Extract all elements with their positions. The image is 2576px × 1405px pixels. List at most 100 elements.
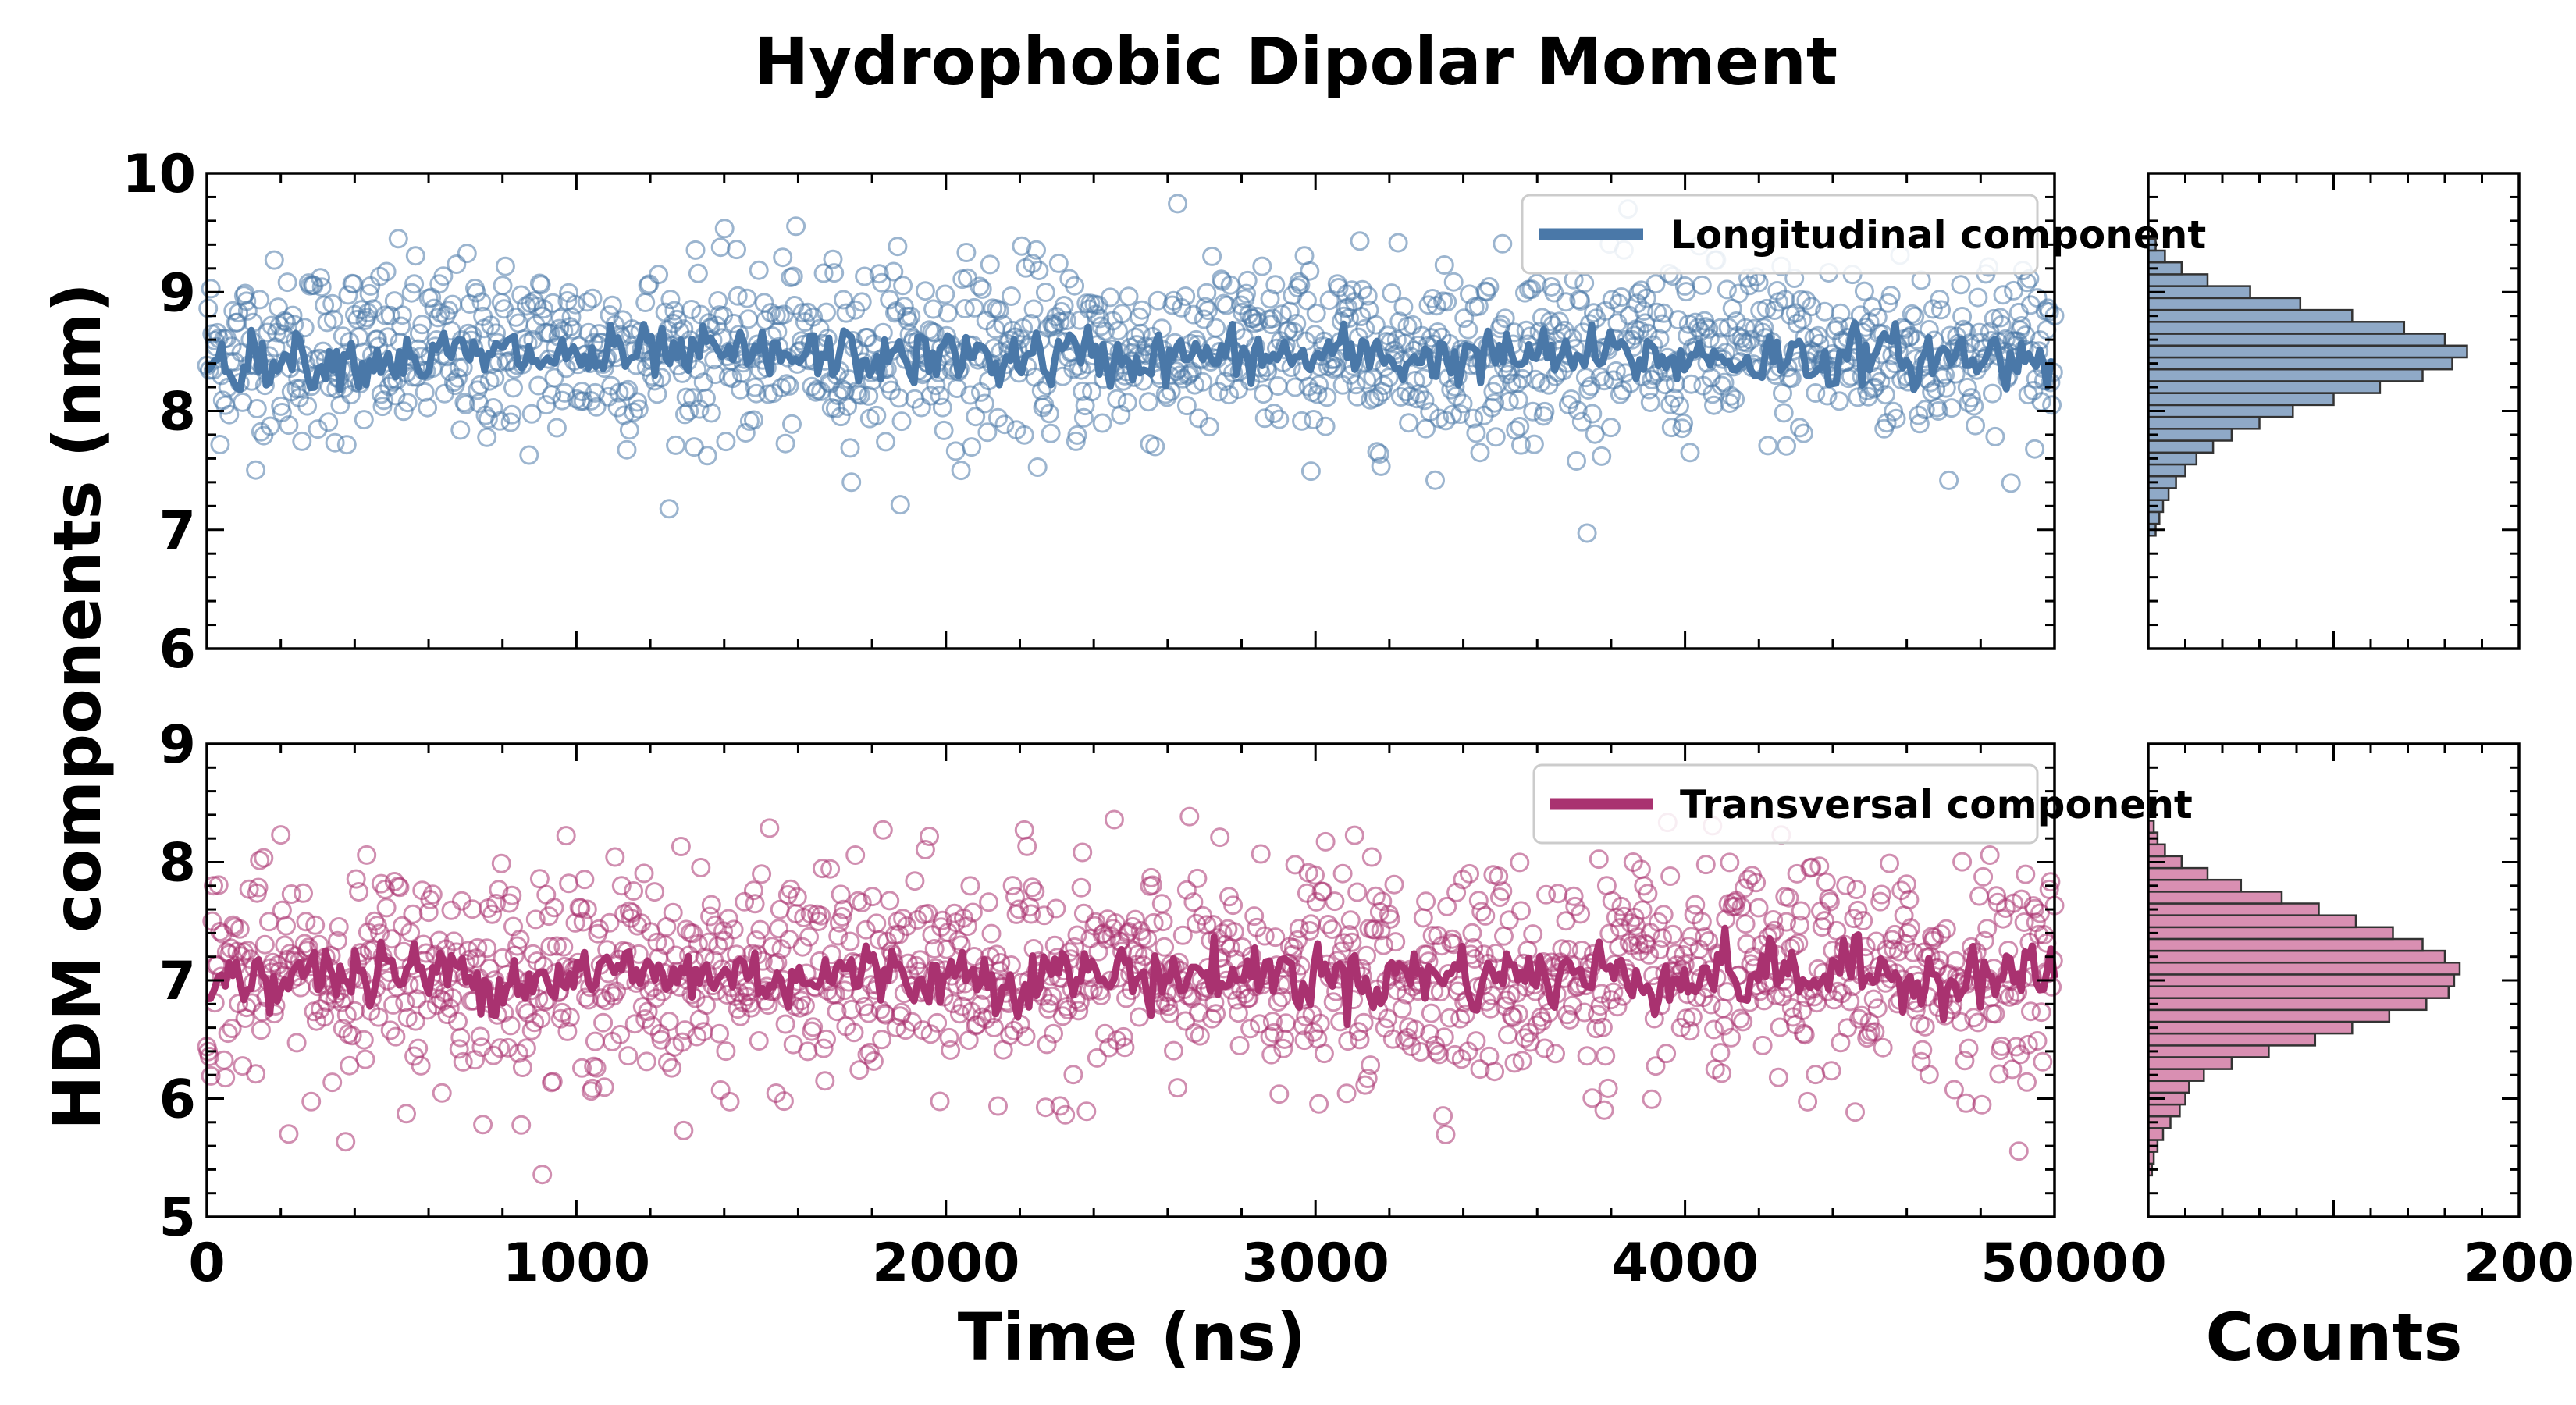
scatter-point — [311, 268, 330, 288]
bottom-axis-ticks: 0 1000 2000 3000 4000 5000 5 6 7 8 9 — [159, 714, 2129, 1294]
scatter-point — [477, 938, 497, 959]
scatter-point — [1939, 470, 1959, 490]
scatter-point — [201, 1065, 221, 1086]
bottom-histogram-panel: 0 200 — [2129, 742, 2574, 1294]
scatter-point — [628, 392, 648, 412]
scatter-point — [728, 286, 748, 306]
scatter-point — [1845, 1102, 1865, 1122]
scatter-point — [1877, 939, 1897, 959]
scatter-point — [2027, 1031, 2048, 1051]
histogram-bar — [2147, 428, 2233, 442]
scatter-point — [457, 244, 477, 264]
histogram-bar — [2147, 843, 2166, 858]
scatter-point — [1069, 1001, 1089, 1021]
scatter-point — [2034, 925, 2054, 944]
scatter-point — [543, 1072, 563, 1092]
scatter-point — [1292, 411, 1312, 431]
scatter-point — [1493, 233, 1513, 254]
scatter-point — [1680, 1021, 1700, 1041]
scatter-point — [1923, 299, 1943, 319]
scatter-point — [799, 927, 819, 947]
scatter-point — [2018, 385, 2038, 405]
scatter-point — [851, 385, 870, 405]
scatter-point — [318, 412, 339, 432]
scatter-point — [1802, 857, 1822, 877]
scatter-point — [834, 899, 853, 919]
scatter-point — [237, 301, 258, 321]
scatter-point — [972, 279, 992, 299]
series-line — [206, 924, 2058, 1029]
scatter-point — [294, 318, 315, 338]
bottom-panel: 0 1000 2000 3000 4000 5000 5 6 7 8 9 Transversal c… — [159, 714, 2193, 1294]
scatter-point — [1758, 436, 1778, 456]
scatter-point — [840, 931, 860, 951]
scatter-point — [2012, 889, 2032, 909]
scatter-point — [338, 285, 358, 305]
scatter-point — [1848, 900, 1868, 920]
scatter-point — [1831, 303, 1851, 323]
scatter-point — [260, 416, 280, 436]
scatter-point — [1056, 311, 1076, 330]
scatter-point — [1521, 279, 1542, 299]
scatter-point — [1042, 986, 1062, 1006]
scatter-point — [1511, 901, 1531, 921]
scatter-point — [199, 1047, 219, 1066]
scatter-point — [1577, 523, 1597, 543]
bottom-legend-label: Transversal component — [1680, 782, 2193, 827]
histogram-bar — [2147, 404, 2294, 418]
scatter-point — [716, 1041, 736, 1062]
scatter-point — [1552, 939, 1572, 959]
scatter-point — [771, 378, 792, 398]
scatter-point — [543, 293, 563, 313]
scatter-point — [1614, 906, 1634, 927]
scatter-point — [1710, 1043, 1731, 1063]
scatter-point — [1264, 1023, 1284, 1043]
scatter-point — [2033, 1051, 2053, 1072]
scatter-point — [1930, 290, 1950, 310]
scatter-point — [1989, 1064, 2009, 1084]
scatter-point — [1599, 923, 1620, 944]
histogram-bar — [2147, 510, 2161, 525]
scatter-point — [1578, 379, 1599, 400]
scatter-point — [1082, 382, 1102, 402]
scatter-point — [647, 932, 667, 952]
scatter-point — [1873, 1037, 1893, 1058]
scatter-point — [1701, 994, 1721, 1015]
top-axis-ticks: 6 7 8 9 10 — [122, 144, 2056, 681]
bottom-hist-ticks: 0 200 — [2129, 742, 2574, 1294]
scatter-point — [536, 395, 557, 415]
scatter-point — [1034, 394, 1055, 414]
scatter-point — [727, 240, 746, 260]
scatter-point — [418, 902, 439, 923]
scatter-point — [1429, 1044, 1450, 1065]
scatter-point — [1909, 405, 1929, 425]
scatter-point — [1875, 385, 1895, 405]
scatter-point — [1044, 1023, 1063, 1044]
scatter-point — [577, 899, 597, 919]
bottom-legend: Transversal component — [1532, 763, 2193, 845]
scatter-point — [495, 256, 515, 276]
scatter-point — [1315, 416, 1336, 436]
scatter-point — [1567, 451, 1586, 471]
scatter-point — [1063, 1065, 1083, 1085]
scatter-point — [1712, 1063, 1732, 1083]
scatter-point — [635, 293, 656, 312]
top-legend-label: Longitudinal component — [1670, 212, 2206, 258]
scatter-point — [329, 917, 349, 937]
scatter-point — [1899, 890, 1920, 909]
scatter-point — [1434, 1027, 1454, 1048]
scatter-point — [1815, 911, 1835, 931]
scatter-point — [945, 441, 966, 461]
scatter-point — [1867, 998, 1888, 1019]
scatter-point — [1494, 926, 1514, 946]
scatter-point — [382, 929, 402, 949]
scatter-point — [1756, 298, 1777, 318]
scatter-point — [1594, 371, 1614, 391]
scatter-point — [1944, 1080, 1964, 1100]
scatter-point — [1000, 1025, 1020, 1045]
scatter-point — [1993, 285, 2013, 305]
scatter-point — [1434, 255, 1454, 275]
scatter-point — [1837, 1018, 1857, 1038]
scatter-point — [585, 382, 605, 403]
scatter-point — [1187, 868, 1208, 888]
